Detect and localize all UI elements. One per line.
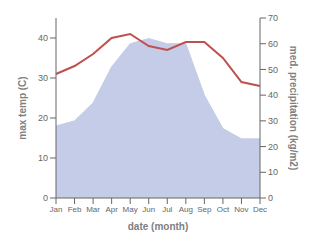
svg-text:Aug: Aug <box>179 205 193 214</box>
svg-text:May: May <box>123 205 138 214</box>
svg-text:Jul: Jul <box>162 205 172 214</box>
svg-text:med. precipitation (kg/m2): med. precipitation (kg/m2) <box>288 46 299 170</box>
svg-text:Apr: Apr <box>105 205 118 214</box>
svg-text:0: 0 <box>268 193 273 203</box>
svg-text:Oct: Oct <box>217 205 230 214</box>
svg-text:30: 30 <box>38 73 48 83</box>
svg-text:40: 40 <box>268 90 278 100</box>
svg-text:0: 0 <box>43 193 48 203</box>
svg-text:30: 30 <box>268 116 278 126</box>
svg-text:10: 10 <box>268 167 278 177</box>
svg-text:Jan: Jan <box>50 205 63 214</box>
svg-text:60: 60 <box>268 39 278 49</box>
svg-text:10: 10 <box>38 153 48 163</box>
svg-text:20: 20 <box>268 142 278 152</box>
svg-text:Mar: Mar <box>86 205 100 214</box>
svg-text:Nov: Nov <box>234 205 248 214</box>
svg-text:Sep: Sep <box>197 205 212 214</box>
svg-text:Feb: Feb <box>68 205 82 214</box>
svg-text:70: 70 <box>268 13 278 23</box>
svg-text:50: 50 <box>268 65 278 75</box>
svg-text:Dec: Dec <box>253 205 267 214</box>
svg-text:Jun: Jun <box>142 205 155 214</box>
svg-text:date (month): date (month) <box>128 221 189 232</box>
svg-text:40: 40 <box>38 33 48 43</box>
svg-text:20: 20 <box>38 113 48 123</box>
svg-text:max temp (C): max temp (C) <box>17 76 28 139</box>
